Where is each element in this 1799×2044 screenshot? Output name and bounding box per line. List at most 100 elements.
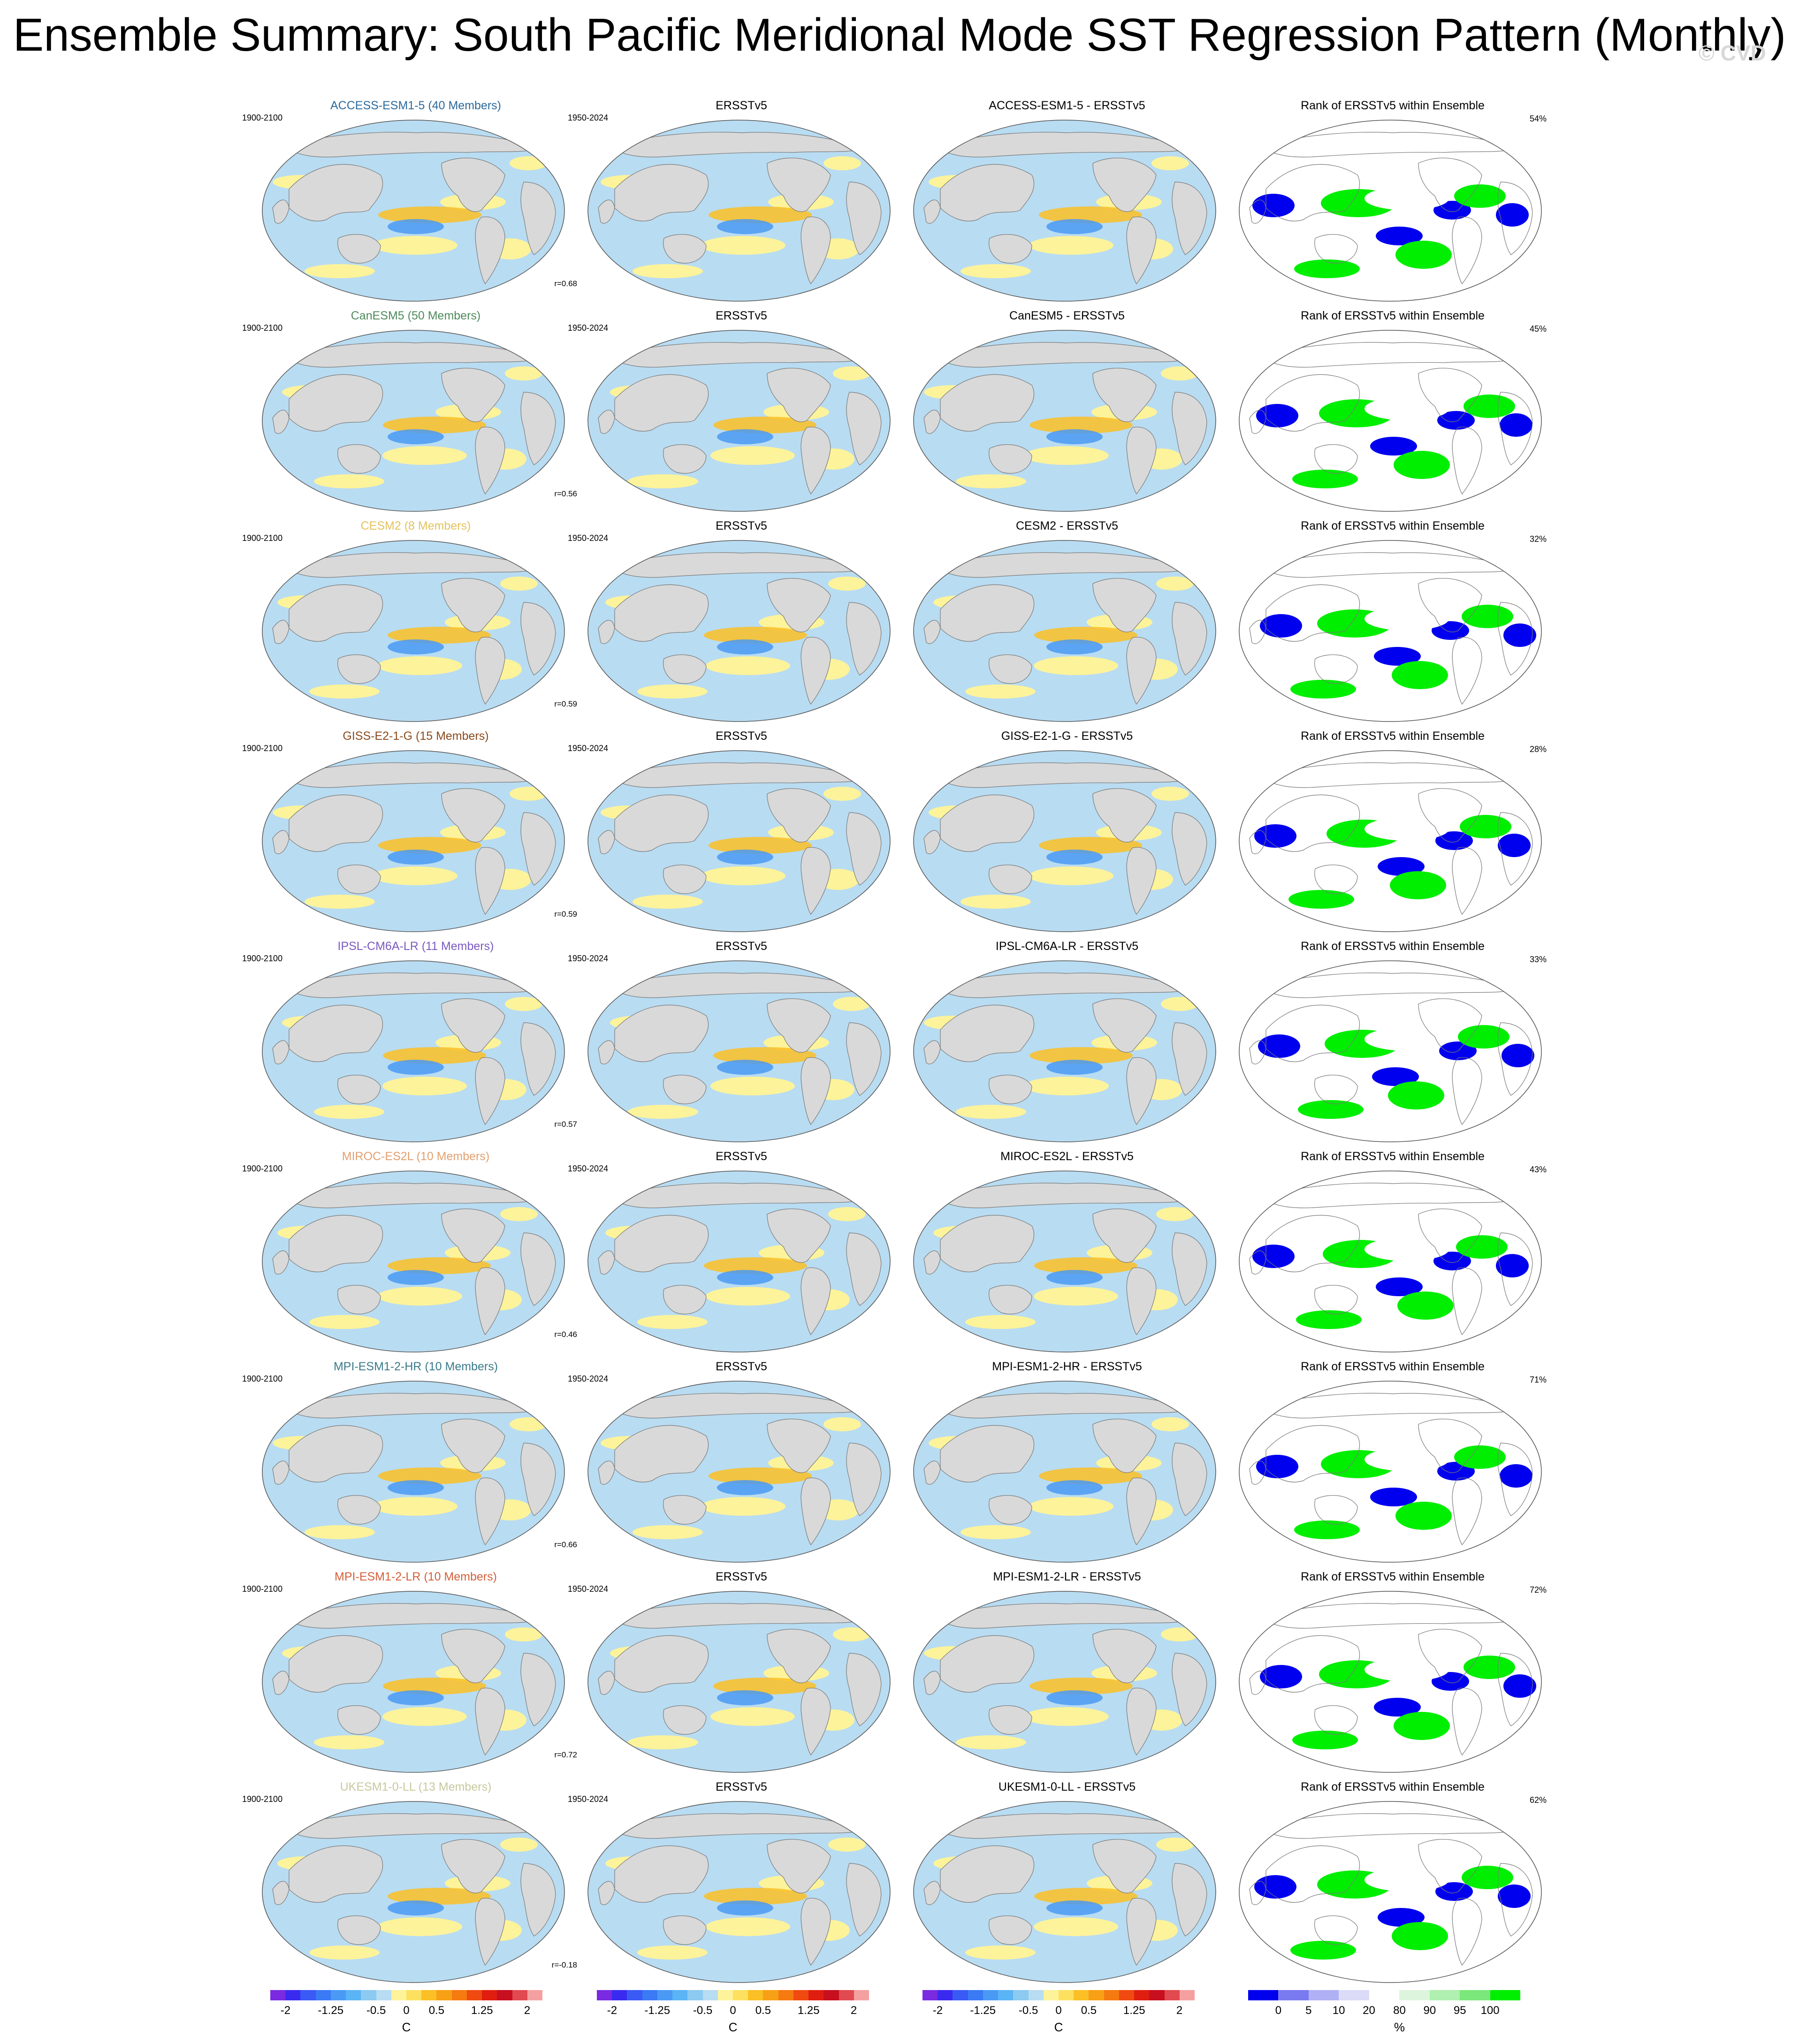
difference-panel: CanESM5 - ERSSTv5: [907, 306, 1227, 517]
rank-title: Rank of ERSSTv5 within Ensemble: [1301, 309, 1485, 322]
colorbar-swatch: [597, 1990, 612, 2000]
colorbar-swatch: [421, 1990, 437, 2000]
model-panel: ACCESS-ESM1-5 (40 Members) 1900-2100 r=0.6…: [242, 96, 577, 306]
colorbar-tick-label: -1.25: [970, 2004, 996, 2017]
obs-title: ERSSTv5: [716, 519, 767, 532]
difference-panel: MPI-ESM1-2-LR - ERSSTv5: [907, 1567, 1227, 1778]
obs-panel: ERSSTv5 1950-2024: [568, 1357, 901, 1567]
colorbar-swatch: [1248, 1990, 1279, 2000]
period-label: 1950-2024: [568, 323, 609, 333]
world-map: [587, 1801, 891, 1983]
colorbar-swatch: [391, 1990, 407, 2000]
colorbar-tick-label: 2: [1176, 2004, 1183, 2017]
colorbar-tick-label: -0.5: [1018, 2004, 1038, 2017]
colorbar-swatch: [953, 1990, 968, 2000]
rank-panel: Rank of ERSSTv5 within Ensemble 54%: [1233, 96, 1552, 306]
model-title: MPI-ESM1-2-HR (10 Members): [333, 1360, 498, 1373]
world-map: [262, 1801, 565, 1983]
period-label: 1950-2024: [568, 744, 609, 753]
colorbar-swatch: [823, 1990, 839, 2000]
rank-colorbar: 0 5 10 20 80 90 95 100%: [1248, 1990, 1521, 2042]
colorbar-swatch: [612, 1990, 627, 2000]
obs-title: ERSSTv5: [716, 99, 767, 112]
rank-percent: 45%: [1529, 324, 1547, 334]
rank-panel: Rank of ERSSTv5 within Ensemble 45%: [1233, 306, 1552, 517]
colorbar-swatch: [1134, 1990, 1150, 2000]
colorbar-swatch: [1119, 1990, 1135, 2000]
colorbar-tick-label: 0: [1055, 2004, 1062, 2017]
rank-percent: 71%: [1529, 1375, 1547, 1384]
colorbar-swatch: [315, 1990, 331, 2000]
colorbar-unit: C: [402, 2020, 411, 2034]
difference-title: CanESM5 - ERSSTv5: [1009, 309, 1125, 322]
world-map: [262, 1591, 565, 1773]
colorbar-swatch: [657, 1990, 673, 2000]
colorbar-swatch: [642, 1990, 658, 2000]
colorbar-swatch: [406, 1990, 422, 2000]
colorbar-swatch: [839, 1990, 854, 2000]
pattern-correlation: r=0.56: [554, 489, 577, 498]
difference-title: GISS-E2-1-G - ERSSTv5: [1001, 729, 1133, 743]
period-label: 1950-2024: [568, 1584, 609, 1594]
colorbar-tick-label: 1.25: [797, 2004, 820, 2017]
model-panel: CESM2 (8 Members) 1900-2100 r=0.59: [242, 517, 577, 727]
colorbar-swatch: [1179, 1990, 1195, 2000]
rank-title: Rank of ERSSTv5 within Ensemble: [1301, 1780, 1485, 1793]
world-map: [587, 1591, 891, 1773]
difference-panel: GISS-E2-1-G - ERSSTv5: [907, 727, 1227, 937]
colorbar-tick-label: 80: [1393, 2004, 1406, 2017]
difference-panel: CESM2 - ERSSTv5: [907, 517, 1227, 727]
pattern-correlation: r=0.59: [554, 910, 577, 919]
colorbar-tick-label: 20: [1363, 2004, 1375, 2017]
period-label: 1950-2024: [568, 533, 609, 543]
model-panel: IPSL-CM6A-LR (11 Members) 1900-2100 r=0.57: [242, 937, 577, 1147]
colorbar-swatch: [1308, 1990, 1339, 2000]
model-title: MPI-ESM1-2-LR (10 Members): [335, 1570, 497, 1583]
rank-panel: Rank of ERSSTv5 within Ensemble 43%: [1233, 1147, 1552, 1357]
world-map: [913, 1170, 1216, 1353]
model-title: UKESM1-0-LL (13 Members): [340, 1780, 492, 1793]
world-map: [1239, 1170, 1542, 1353]
colorbar-unit: C: [728, 2020, 738, 2034]
world-map: [913, 1801, 1216, 1983]
difference-panel: ACCESS-ESM1-5 - ERSSTv5: [907, 96, 1227, 306]
period-label: 1900-2100: [242, 744, 283, 753]
obs-title: ERSSTv5: [716, 1570, 767, 1583]
colorbar-swatch: [717, 1990, 733, 2000]
colorbar-swatch: [763, 1990, 779, 2000]
obs-panel: ERSSTv5 1950-2024: [568, 1567, 901, 1778]
rank-title: Rank of ERSSTv5 within Ensemble: [1301, 99, 1485, 112]
colorbar-swatch: [466, 1990, 482, 2000]
world-map: [1239, 540, 1542, 722]
rank-title: Rank of ERSSTv5 within Ensemble: [1301, 729, 1485, 743]
difference-panel: UKESM1-0-LL - ERSSTv5: [907, 1778, 1227, 1988]
colorbar-swatch: [1339, 1990, 1370, 2000]
world-map: [913, 1381, 1216, 1563]
period-label: 1900-2100: [242, 1164, 283, 1173]
pattern-correlation: r=0.66: [554, 1540, 577, 1549]
obs-title: ERSSTv5: [716, 1360, 767, 1373]
watermark: © CVD: [1699, 41, 1766, 65]
obs-title: ERSSTv5: [716, 940, 767, 953]
world-map: [913, 330, 1216, 512]
rank-percent: 33%: [1529, 955, 1547, 964]
colorbar-swatch: [497, 1990, 513, 2000]
pattern-correlation: r=0.59: [554, 699, 577, 708]
colorbar-tick-label: 2: [850, 2004, 857, 2017]
colorbar-tick-label: -1.25: [644, 2004, 671, 2017]
rank-panel: Rank of ERSSTv5 within Ensemble 62%: [1233, 1778, 1552, 1988]
colorbar-swatch: [1013, 1990, 1029, 2000]
colorbar-swatch: [1104, 1990, 1120, 2000]
world-map: [262, 1170, 565, 1353]
rank-percent: 54%: [1529, 114, 1547, 123]
period-label: 1950-2024: [568, 954, 609, 963]
pattern-correlation: r=0.72: [554, 1750, 577, 1759]
colorbar-swatch: [1429, 1990, 1460, 2000]
obs-panel: ERSSTv5 1950-2024: [568, 1147, 901, 1357]
world-map: [262, 1381, 565, 1563]
colorbar-tick-label: 0.5: [1081, 2004, 1097, 2017]
colorbar-swatch: [527, 1990, 543, 2000]
world-map: [1239, 120, 1542, 302]
period-label: 1900-2100: [242, 113, 283, 122]
difference-title: CESM2 - ERSSTv5: [1015, 519, 1119, 532]
